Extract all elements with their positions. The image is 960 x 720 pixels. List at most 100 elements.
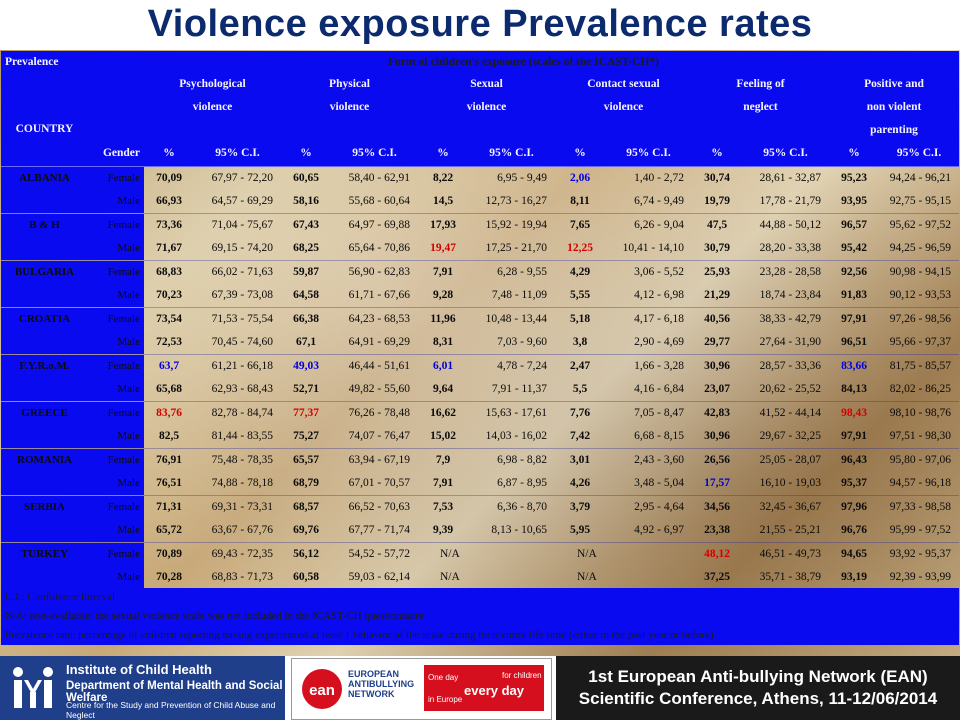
percent-cell: 17,93 <box>418 212 468 237</box>
percent-cell: 19,79 <box>704 195 730 207</box>
ci-cell: 67,97 - 72,20 <box>211 172 273 184</box>
category-header-line3 <box>281 118 418 141</box>
institute-department: Department of Mental Health and Social W… <box>66 680 283 704</box>
percent-cell: 9,28 <box>432 289 454 301</box>
table-row: Male 71,67 69,15 - 74,20 68,25 65,64 - 70,86… <box>1 236 959 260</box>
table-row: Male 72,53 70,45 - 74,60 67,1 64,91 - 69,29 8… <box>1 330 959 354</box>
percent-cell: 26,56 <box>692 447 742 472</box>
table-area: Prevalence Form of children's exposure (… <box>0 50 960 656</box>
percent-cell: 5,55 <box>569 289 591 301</box>
ci-cell: 2,43 - 3,60 <box>605 447 692 472</box>
gender-cell: Male <box>88 424 144 448</box>
country-cell <box>1 330 88 354</box>
conference-place-date: Scientific Conference, Athens, 11-12/06/… <box>578 689 938 708</box>
ci-cell: 64,57 - 69,29 <box>211 195 273 207</box>
ci-cell: 38,33 - 42,79 <box>742 306 829 331</box>
gender-cell: Male <box>88 471 144 495</box>
ci-cell: 1,66 - 3,28 <box>605 353 692 378</box>
ci-cell: 74,07 - 76,47 <box>348 430 410 442</box>
slide-title: Violence exposure Prevalence rates <box>147 3 813 45</box>
percent-cell: 84,13 <box>841 383 867 395</box>
percent-cell: 5,18 <box>555 306 605 331</box>
percent-cell: 58,16 <box>293 195 319 207</box>
ci-cell: 7,03 - 9,60 <box>497 336 547 348</box>
percent-cell: 70,23 <box>156 289 182 301</box>
percent-cell: 66,93 <box>156 195 182 207</box>
percent-cell: 29,77 <box>704 336 730 348</box>
ci-cell: 46,51 - 49,73 <box>742 541 829 566</box>
percent-cell: 69,76 <box>293 524 319 536</box>
percent-cell: 16,62 <box>418 400 468 425</box>
ci-cell: 92,75 - 95,15 <box>889 195 952 207</box>
ci-cell: 2,90 - 4,69 <box>634 336 684 348</box>
percent-cell: 23,07 <box>704 383 730 395</box>
percent-cell: 63,7 <box>144 353 194 378</box>
percent-cell: 7,42 <box>569 430 591 442</box>
category-header-line2: violence <box>281 95 418 118</box>
ci-cell: 62,93 - 68,43 <box>211 383 273 395</box>
gender-cell: Male <box>88 330 144 354</box>
percent-cell: 96,76 <box>841 524 867 536</box>
percent-cell: 7,53 <box>418 494 468 519</box>
ci-cell: 68,83 - 71,73 <box>211 571 273 583</box>
country-cell <box>1 424 88 448</box>
percent-cell: 73,36 <box>144 212 194 237</box>
country-cell: SERBIA <box>1 494 88 519</box>
ci-cell: 74,88 - 78,18 <box>211 477 273 489</box>
percent-cell: 83,76 <box>144 400 194 425</box>
table-row: Male 65,68 62,93 - 68,43 52,71 49,82 - 55,60… <box>1 377 959 401</box>
ci-header: 95% C.I. <box>742 141 829 166</box>
country-cell: ROMANIA <box>1 447 88 472</box>
ci-cell: 93,92 - 95,37 <box>879 541 960 566</box>
ci-cell: 94,25 - 96,59 <box>889 242 952 254</box>
percent-cell: 47,5 <box>692 212 742 237</box>
table-row: Male 70,28 68,83 - 71,73 60,58 59,03 - 62,14… <box>1 565 959 589</box>
percent-cell: 82,5 <box>158 430 180 442</box>
ci-cell: 6,95 - 9,49 <box>497 172 547 184</box>
ci-cell: 71,04 - 75,67 <box>194 212 281 237</box>
category-header-line3 <box>418 118 555 141</box>
ci-cell: 66,52 - 70,63 <box>331 494 418 519</box>
ci-cell: 6,28 - 9,55 <box>468 259 555 284</box>
ci-cell: 81,75 - 85,57 <box>879 353 960 378</box>
percent-cell: 77,37 <box>281 400 331 425</box>
ci-cell: 97,33 - 98,58 <box>879 494 960 519</box>
ci-cell: 65,64 - 70,86 <box>348 242 410 254</box>
ean-slogan-text: in Europe <box>428 695 463 704</box>
ci-cell: 58,40 - 62,91 <box>348 172 410 184</box>
percent-cell: 91,83 <box>841 289 867 301</box>
na-cell: N/A <box>440 571 460 583</box>
ci-cell: 71,53 - 75,54 <box>194 306 281 331</box>
ci-cell: 4,12 - 6,98 <box>634 289 684 301</box>
ci-cell: 4,92 - 6,97 <box>634 524 684 536</box>
pct-header: % <box>281 141 331 166</box>
ci-cell: 25,05 - 28,07 <box>742 447 829 472</box>
percent-cell: 95,37 <box>841 477 867 489</box>
ci-cell: 55,68 - 60,64 <box>348 195 410 207</box>
percent-cell: 30,96 <box>692 353 742 378</box>
ci-cell: 35,71 - 38,79 <box>759 571 821 583</box>
country-cell: CROATIA <box>1 306 88 331</box>
ean-wordmark: EUROPEAN ANTIBULLYING NETWORK <box>348 669 414 699</box>
ci-cell: 6,26 - 9,04 <box>605 212 692 237</box>
pct-header: % <box>144 141 194 166</box>
percent-cell: 76,91 <box>144 447 194 472</box>
ci-cell: 64,91 - 69,29 <box>348 336 410 348</box>
gender-cell: Female <box>88 306 144 331</box>
form-of-exposure-header: Form of children's exposure (scales of t… <box>88 51 960 72</box>
percent-cell: 94,65 <box>829 541 879 566</box>
percent-cell: 37,25 <box>704 571 730 583</box>
category-header-line3 <box>555 118 692 141</box>
percent-cell: 67,43 <box>281 212 331 237</box>
percent-cell: 96,43 <box>829 447 879 472</box>
ean-banner: ean EUROPEAN ANTIBULLYING NETWORK One da… <box>291 658 552 720</box>
category-header-line2: violence <box>144 95 281 118</box>
table-row: F.Y.R.o.M. Female 63,7 61,21 - 66,18 49,03 46… <box>1 353 960 378</box>
category-header-line1: Psychological <box>144 72 281 95</box>
table-row: Male 66,93 64,57 - 69,29 58,16 55,68 - 60,64… <box>1 189 959 213</box>
ci-cell: 20,62 - 25,52 <box>759 383 821 395</box>
ci-cell: 21,55 - 25,21 <box>759 524 821 536</box>
category-header-line2: neglect <box>692 95 829 118</box>
percent-cell: 3,79 <box>555 494 605 519</box>
table-row: ALBANIA Female 70,09 67,97 - 72,20 60,65 58,4… <box>1 166 959 190</box>
